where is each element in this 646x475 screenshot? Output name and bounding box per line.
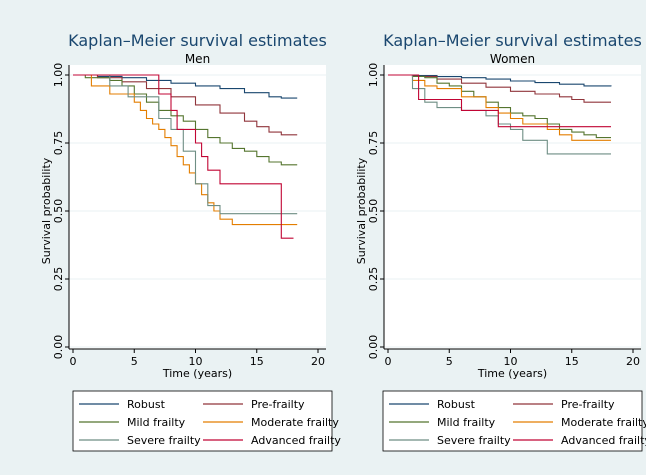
legend-label-mild-frailty: Mild frailty	[127, 416, 186, 429]
x-tick-label: 10	[189, 355, 203, 368]
legend-label-severe-frailty: Severe frailty	[437, 434, 511, 447]
y-axis-label: Survival probability	[40, 157, 53, 264]
x-tick-label: 0	[70, 355, 77, 368]
legend-label-pre-frailty: Pre-frailty	[561, 398, 615, 411]
y-tick-label: 0.75	[367, 131, 380, 156]
series-line-mild-frailty	[388, 74, 611, 139]
plot-area	[384, 65, 641, 349]
x-tick-label: 5	[131, 355, 138, 368]
series-line-advanced-frailty	[73, 74, 294, 239]
y-tick-label: 1.00	[52, 63, 65, 88]
x-tick-label: 5	[446, 355, 453, 368]
legend-box	[382, 390, 643, 452]
legend-label-mild-frailty: Mild frailty	[437, 416, 496, 429]
y-tick-label: 0.50	[52, 199, 65, 224]
x-tick-label: 20	[626, 355, 640, 368]
legend-label-advanced-frailty: Advanced frailty	[251, 434, 341, 447]
plot-area	[69, 65, 326, 349]
legend-label-moderate-frailty: Moderate frailty	[561, 416, 646, 429]
legend-label-advanced-frailty: Advanced frailty	[561, 434, 646, 447]
chart-panel-men: Kaplan–Meier survival estimates Men 0.00 0.…	[40, 31, 341, 452]
y-tick-label: 0.00	[52, 335, 65, 360]
series-line-moderate-frailty	[73, 74, 298, 226]
x-tick-label: 20	[311, 355, 325, 368]
chart-panel-women: Kaplan–Meier survival estimates Women 0.00…	[355, 31, 646, 452]
x-axis-label: Time (years)	[477, 367, 547, 380]
x-axis-label: Time (years)	[162, 367, 232, 380]
legend-label-robust: Robust	[127, 398, 166, 411]
x-tick-label: 15	[250, 355, 264, 368]
y-tick-label: 0.75	[52, 131, 65, 156]
legend-label-pre-frailty: Pre-frailty	[251, 398, 305, 411]
y-tick-label: 0.25	[52, 267, 65, 292]
legend-box	[72, 390, 333, 452]
series-line-robust	[388, 74, 612, 87]
series-line-mild-frailty	[73, 74, 298, 166]
x-tick-label: 0	[385, 355, 392, 368]
y-tick-label: 0.00	[367, 335, 380, 360]
x-tick-label: 15	[565, 355, 579, 368]
x-tick-label: 10	[504, 355, 518, 368]
series-line-moderate-frailty	[388, 74, 611, 141]
y-tick-label: 0.25	[367, 267, 380, 292]
chart-subtitle: Men	[185, 52, 210, 66]
y-tick-label: 1.00	[367, 63, 380, 88]
chart-subtitle: Women	[490, 52, 535, 66]
y-axis-label: Survival probability	[355, 157, 368, 264]
series-line-advanced-frailty	[388, 74, 611, 128]
legend-label-moderate-frailty: Moderate frailty	[251, 416, 339, 429]
y-tick-label: 0.50	[367, 199, 380, 224]
legend-label-severe-frailty: Severe frailty	[127, 434, 201, 447]
series-line-pre-frailty	[73, 74, 298, 136]
legend-label-robust: Robust	[437, 398, 476, 411]
chart-title: Kaplan–Meier survival estimates	[68, 31, 327, 50]
series-line-robust	[73, 74, 298, 99]
chart-title: Kaplan–Meier survival estimates	[383, 31, 642, 50]
